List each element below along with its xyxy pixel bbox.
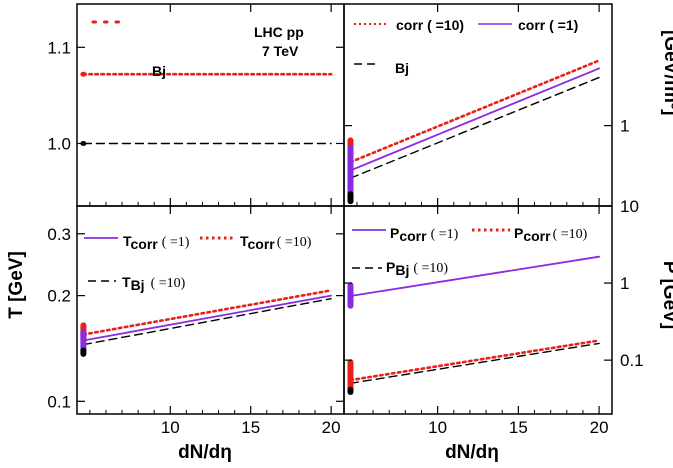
xtick-label-bl-2: 20	[322, 418, 341, 437]
tr-legend-corr10: corr ( =10)	[396, 17, 464, 33]
chart-marks: 10 15 20 10 15 20 1.0 1.1 1 0.1 0.2 0.3 0.1 1 10	[47, 4, 644, 437]
tr-ylabel: [GeV/fm³]	[660, 30, 673, 116]
ytick-label-tl-1: 1.1	[47, 38, 71, 57]
ytick-label-tl-0: 1.0	[47, 134, 71, 153]
series-line-tr-1	[349, 67, 600, 172]
tl-annotation-line2: 7 TeV	[262, 43, 299, 59]
data-band-bl-purple-1	[80, 329, 87, 353]
data-band-br-red-1	[347, 359, 354, 392]
tl-annotation-line1: LHC pp	[254, 24, 304, 40]
ytick-label-br-1: 1	[620, 274, 629, 293]
data-band-br-purple-0	[347, 282, 354, 309]
data-band-tr-purple-1	[347, 144, 354, 201]
xtick-label-bl-1: 15	[241, 418, 260, 437]
tr-legend-corr1: corr ( =1)	[518, 17, 578, 33]
series-line-bl-0	[82, 294, 333, 342]
bl-legend-t1: Tcorr( =1)	[123, 233, 190, 252]
ytick-label-bl-0: 0.1	[47, 392, 71, 411]
series-line-tr-2	[349, 76, 600, 179]
bl-xlabel: dN/dη	[178, 442, 232, 463]
xtick-label-br-1: 15	[509, 418, 528, 437]
panel-frame-top-left	[76, 3, 345, 207]
br-ylabel: P [GeV]	[659, 261, 673, 329]
ytick-label-tr-0: 1	[620, 117, 629, 136]
xtick-label-br-2: 20	[590, 418, 609, 437]
br-legend-p1: Pcorr( =1)	[390, 225, 459, 244]
series-line-br-2	[349, 342, 600, 384]
ytick-label-bl-2: 0.3	[47, 225, 71, 244]
panel-frame-top-right	[343, 3, 613, 207]
data-band-bl-black-2	[80, 347, 87, 357]
series-line-tr-0	[349, 59, 601, 164]
br-xlabel: dN/dη	[445, 442, 499, 463]
data-band-br-black-2	[347, 386, 354, 395]
bl-legend-t10: Tcorr( =10)	[240, 233, 312, 252]
bl-legend-tbj: TBj( =10)	[122, 274, 186, 293]
xtick-label-br-0: 10	[428, 418, 447, 437]
data-band-tl-red-0	[80, 71, 87, 77]
series-line-br-1	[349, 339, 601, 382]
br-legend-p10: Pcorr( =10)	[514, 225, 588, 244]
ytick-label-bl-1: 0.2	[47, 287, 71, 306]
xtick-label-bl-0: 10	[161, 418, 180, 437]
tr-legend-bj: Bj	[395, 60, 409, 76]
bl-ylabel: T [GeV]	[6, 251, 27, 319]
series-line-br-0	[349, 255, 600, 297]
ytick-label-br-2: 10	[620, 197, 639, 216]
br-legend-pbj: PBj( =10)	[386, 259, 448, 278]
tl-bj-label: Bj	[152, 63, 166, 79]
series-line-bl-2	[82, 298, 332, 346]
ytick-label-br-0: 0.1	[620, 351, 644, 370]
series-line-bl-1	[82, 289, 333, 336]
panel-frame-bottom-right	[343, 205, 613, 415]
data-band-tr-black-2	[347, 191, 354, 205]
